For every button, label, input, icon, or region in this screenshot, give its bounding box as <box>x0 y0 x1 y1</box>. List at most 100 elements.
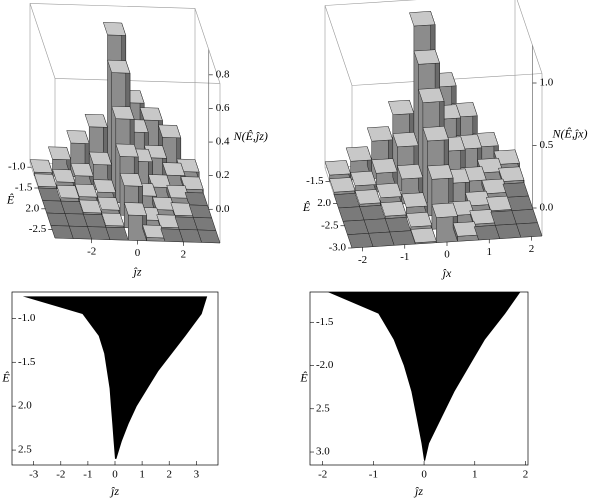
bar-top <box>427 164 454 180</box>
z-tick-label: 0.8 <box>216 68 230 80</box>
bar-top <box>396 164 424 180</box>
y-tick-label: -2.0 <box>316 359 334 371</box>
plot-frame <box>309 291 529 466</box>
x-tick-label: 0 <box>444 249 450 261</box>
z-tick-label: 0.5 <box>540 139 554 151</box>
bar-top <box>384 217 412 233</box>
x-axis-label: ĵz <box>413 484 423 498</box>
x-tick-label: 1 <box>139 469 145 481</box>
x-tick-label: -1 <box>83 469 92 481</box>
x-tick-label: 0 <box>421 469 427 481</box>
box-edge <box>29 3 196 9</box>
bar-top <box>502 182 529 198</box>
x-tick-label: 2 <box>181 248 187 260</box>
x-tick-label: -2 <box>318 469 327 481</box>
x-tick-label: -1 <box>400 251 409 263</box>
bar-top <box>409 11 436 27</box>
bar-top <box>197 229 221 244</box>
bar-top <box>333 193 360 209</box>
z-tick-label: 1.0 <box>540 77 554 89</box>
box-edge <box>54 78 221 84</box>
bar-top <box>74 183 98 198</box>
y-tick-label: 2.0 <box>26 202 40 214</box>
y-tick-label: -1.0 <box>18 312 36 324</box>
bar-top <box>418 87 445 103</box>
bar-top <box>371 158 398 174</box>
bar-top <box>70 162 94 177</box>
bar-top <box>431 202 458 218</box>
y-tick-label: 2.5 <box>18 444 32 456</box>
bar-top <box>476 157 504 174</box>
z-tick-label: 0.2 <box>216 169 230 181</box>
bar-top <box>324 160 351 176</box>
bar-top <box>469 209 496 225</box>
bar-top <box>380 201 407 217</box>
bar-top <box>329 177 356 193</box>
bar-top <box>498 166 525 182</box>
bar-top <box>142 224 166 239</box>
point-cloud <box>327 292 521 461</box>
z-tick-label: 0.4 <box>216 136 230 148</box>
z-axis-label: N(Ê,ĵz) <box>233 129 268 143</box>
y-tick-label: -1.5 <box>18 356 36 368</box>
x-tick-label: 0 <box>112 469 118 481</box>
bar-top <box>52 169 76 183</box>
bar-top <box>111 105 135 120</box>
x-tick-label: 0 <box>135 247 141 259</box>
bar-top <box>29 159 53 173</box>
bar-top <box>485 195 513 212</box>
bar-top <box>147 174 172 188</box>
x-tick-label: 2 <box>529 243 535 255</box>
bar-top <box>366 126 394 142</box>
box-edge <box>194 8 221 84</box>
bar-top <box>47 146 72 161</box>
bar-top <box>101 212 125 227</box>
bar-top <box>162 162 186 176</box>
bar-top <box>481 178 508 194</box>
box-edge <box>29 3 56 79</box>
bar-top <box>88 151 113 166</box>
box-edge <box>324 5 353 86</box>
bar-top <box>493 149 520 165</box>
z-tick-label: 0.0 <box>216 203 230 215</box>
bar-top <box>152 196 176 211</box>
bar-top <box>387 99 415 116</box>
bar-top <box>157 124 182 139</box>
y-tick-label: -1.5 <box>306 175 324 187</box>
bar-top <box>422 126 449 142</box>
bar-top <box>37 187 62 202</box>
x-axis-label: ĵx <box>441 266 452 280</box>
x-tick-label: 2 <box>166 469 172 481</box>
bar-top <box>180 176 204 190</box>
x-tick-label: -3 <box>29 469 39 481</box>
bar-top <box>350 170 377 187</box>
x-tick-label: -2 <box>87 246 96 258</box>
z-tick-label: 0.0 <box>540 202 554 214</box>
bar-top <box>156 214 180 228</box>
bar-top <box>516 222 543 238</box>
y-tick-label: -2.5 <box>29 223 47 235</box>
box-edge <box>516 0 543 74</box>
y-tick-label: -3.0 <box>329 242 347 254</box>
bar-top <box>375 182 403 199</box>
y-tick-label: -1.5 <box>316 316 334 328</box>
bar-top <box>84 114 108 128</box>
x-tick-label: -2 <box>56 469 65 481</box>
bar-top <box>405 212 433 228</box>
y-tick-label: 2.0 <box>317 197 331 209</box>
bar-top <box>115 143 139 158</box>
bar-top <box>392 132 419 148</box>
bar-top <box>97 196 121 211</box>
bar-top <box>166 184 190 199</box>
bar-top <box>170 202 194 217</box>
x-tick-label: -2 <box>358 254 367 266</box>
bar-top <box>359 205 386 221</box>
y-tick-label: -1.5 <box>15 182 33 194</box>
bar-top <box>401 192 428 208</box>
y-tick-label: 2.0 <box>18 400 32 412</box>
y-axis-label: Ê <box>1 370 10 384</box>
x-axis-label: ĵz <box>109 484 119 498</box>
bar-top <box>107 59 131 74</box>
y-tick-label: 2.5 <box>316 402 330 414</box>
